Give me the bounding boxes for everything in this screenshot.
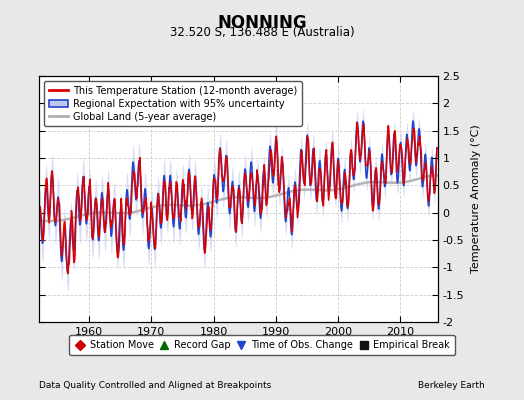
Text: NONNING: NONNING [217, 14, 307, 32]
Text: 32.520 S, 136.488 E (Australia): 32.520 S, 136.488 E (Australia) [170, 26, 354, 39]
Legend: Station Move, Record Gap, Time of Obs. Change, Empirical Break: Station Move, Record Gap, Time of Obs. C… [69, 335, 455, 355]
Y-axis label: Temperature Anomaly (°C): Temperature Anomaly (°C) [471, 125, 481, 273]
Legend: This Temperature Station (12-month average), Regional Expectation with 95% uncer: This Temperature Station (12-month avera… [44, 81, 302, 126]
Text: Berkeley Earth: Berkeley Earth [418, 381, 485, 390]
Text: Data Quality Controlled and Aligned at Breakpoints: Data Quality Controlled and Aligned at B… [39, 381, 271, 390]
